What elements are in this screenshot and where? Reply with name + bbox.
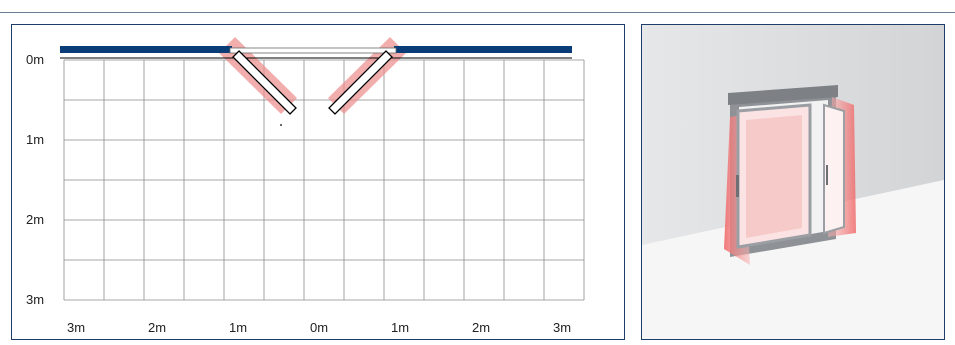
y-axis-label: 1m — [26, 132, 44, 147]
wall-segment-left — [60, 46, 232, 53]
right-door-handle — [826, 165, 828, 185]
x-axis-label: 3m — [553, 320, 571, 335]
x-axis-label: 0m — [310, 320, 328, 335]
x-axis-label: 3m — [67, 320, 85, 335]
left-door-handle — [736, 175, 739, 197]
x-axis-labels: 3m 2m 1m 0m 1m 2m 3m — [67, 320, 571, 335]
door-render-illustration — [642, 25, 944, 339]
y-axis-labels: 0m 1m 2m 3m — [26, 52, 44, 307]
y-axis-label: 0m — [26, 52, 44, 67]
floor-plan-panel: 0m 1m 2m 3m 3m 2m 1m 0m 1m 2m 3m — [11, 24, 625, 340]
right-door-leaf — [823, 103, 845, 235]
render-floor — [642, 180, 944, 339]
wall-segment-right — [394, 46, 572, 53]
x-axis-label: 2m — [148, 320, 166, 335]
pivot-marker — [280, 124, 282, 126]
door-leaves — [232, 50, 393, 126]
left-door-glass — [746, 115, 802, 238]
x-axis-label: 2m — [472, 320, 490, 335]
y-axis-label: 3m — [26, 292, 44, 307]
door-opening-header — [229, 47, 397, 54]
top-rule — [0, 12, 955, 13]
wall — [60, 46, 572, 59]
x-axis-label: 1m — [229, 320, 247, 335]
y-axis-label: 2m — [26, 212, 44, 227]
right-door-leaf — [328, 50, 393, 115]
door-render-panel — [641, 24, 945, 340]
left-door-leaf — [232, 50, 297, 115]
floor-plan-diagram: 0m 1m 2m 3m 3m 2m 1m 0m 1m 2m 3m — [26, 37, 585, 335]
grid — [63, 59, 585, 301]
x-axis-label: 1m — [391, 320, 409, 335]
door-header — [728, 85, 838, 105]
